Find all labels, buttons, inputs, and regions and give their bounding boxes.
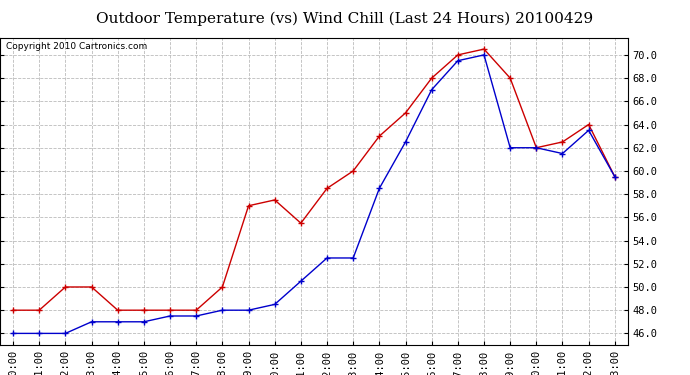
Text: Outdoor Temperature (vs) Wind Chill (Last 24 Hours) 20100429: Outdoor Temperature (vs) Wind Chill (Las…	[97, 11, 593, 26]
Text: Copyright 2010 Cartronics.com: Copyright 2010 Cartronics.com	[6, 42, 148, 51]
